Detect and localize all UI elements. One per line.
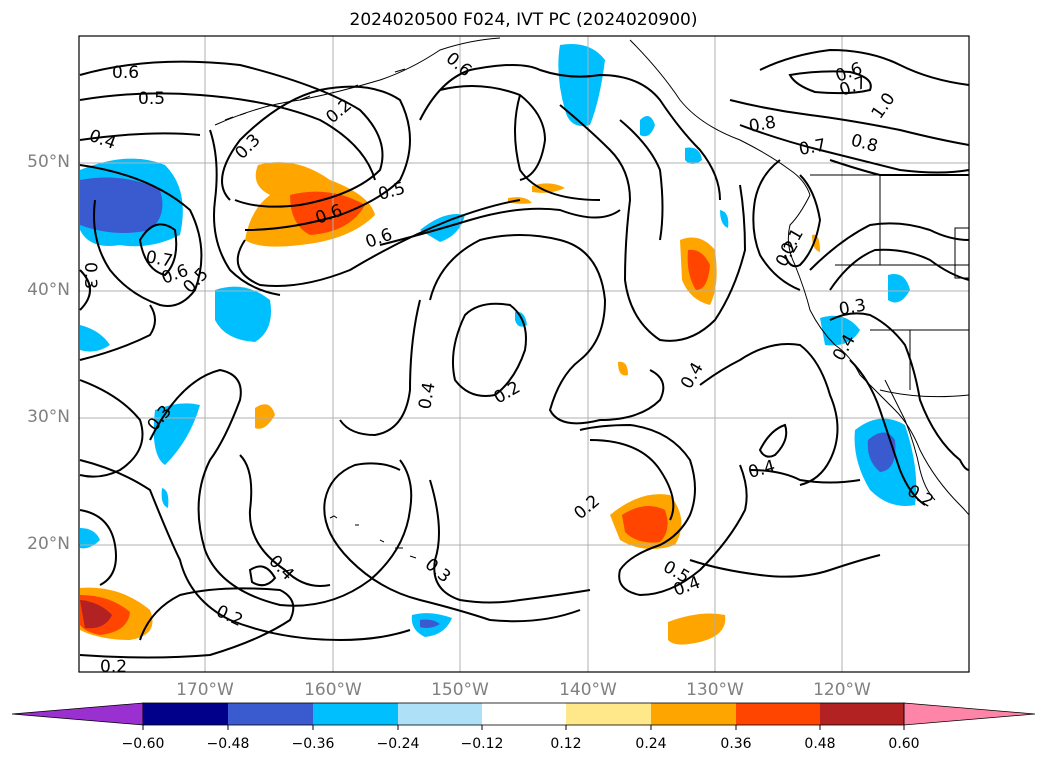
colorbar-bin: [313, 703, 398, 725]
contour-label: 0.3: [80, 262, 100, 289]
aleutians: [224, 68, 406, 121]
neg-anomaly-bc2: [685, 147, 702, 164]
colorbar-bin: [736, 703, 820, 725]
bc-coast: [787, 194, 861, 376]
contour-label: 0.5: [138, 89, 165, 109]
lat-label-20n: 20°N: [27, 534, 70, 554]
colorbar-tick-label: 0.24: [635, 736, 667, 752]
contour-label: 0.3: [231, 130, 264, 163]
colorbar-tick-label: 0.60: [888, 736, 920, 752]
gridlines: [79, 36, 969, 672]
contour-label: 0.4: [86, 126, 118, 154]
colorbar-bin: [398, 703, 482, 725]
alaska-panhandle: [629, 39, 811, 196]
lon-label-160w: 160°W: [304, 680, 362, 700]
colorbar-bin: [566, 703, 651, 725]
colorbar: [11, 702, 1036, 730]
colorbar-tick-label: 0.12: [550, 736, 582, 752]
lon-label-170w: 170°W: [176, 680, 234, 700]
neg-anomaly-bc: [640, 116, 655, 137]
colorbar-tick-label: −0.24: [376, 736, 420, 752]
lon-label-150w: 150°W: [431, 680, 489, 700]
contour-label: 0.7: [797, 136, 827, 160]
colorbar-tick-label: −0.48: [206, 736, 250, 752]
colorbar-frame: [142, 702, 905, 726]
contour-label: 0.2: [491, 377, 524, 408]
pos-anomaly-mid: [255, 404, 275, 429]
colorbar-tick-label: −0.12: [460, 736, 504, 752]
neg-anomaly-nv: [888, 274, 910, 303]
contour-label: 0.5: [376, 179, 407, 205]
map-frame: [78, 35, 970, 673]
contours: [79, 48, 970, 659]
state-border-5: [954, 227, 970, 279]
colorbar-tick-label: −0.60: [121, 736, 165, 752]
shaded-anomalies: [80, 44, 917, 645]
neg-anomaly-west-core: [80, 177, 163, 234]
pos-anomaly-small1: [532, 183, 565, 193]
lat-label-30n: 30°N: [27, 407, 70, 427]
neg-anomaly-ca: [820, 315, 860, 346]
pos-anomaly-small4: [618, 361, 628, 376]
contour-label: 0.3: [837, 296, 867, 320]
pos-anomaly-sw-core2: [80, 600, 112, 629]
colorbar-bin: [482, 703, 566, 725]
lat-label-50n: 50°N: [27, 152, 70, 172]
contour-label: 0.8: [747, 113, 777, 137]
colorbar-tick-label: 0.48: [804, 736, 836, 752]
colorbar-bin: [143, 703, 228, 725]
neg-anomaly-south-core: [420, 619, 440, 628]
pos-anomaly-s: [668, 613, 726, 645]
contour-label: 0.4: [415, 381, 439, 411]
contour-label: 0.4: [677, 359, 708, 392]
neg-anomaly-small2: [161, 488, 169, 508]
baja: [884, 379, 936, 501]
contour-label: 1.0: [868, 89, 900, 123]
lon-label-140w: 140°W: [559, 680, 617, 700]
colorbar-tick-label: 0.36: [720, 736, 752, 752]
hawaii-islands: [329, 515, 417, 559]
contour-label: 0.6: [442, 49, 476, 82]
contour-label: 0.3: [421, 555, 455, 588]
pos-anomaly-small3: [812, 234, 820, 252]
contour-label: 0.2: [213, 601, 246, 631]
map-title: 2024020500 F024, IVT PC (2024020900): [349, 10, 698, 30]
contour-label: 0.8: [849, 131, 880, 157]
contour-label: 0.7: [144, 247, 174, 271]
us-mexico-coast: [859, 374, 970, 516]
neg-anomaly-w-edge: [80, 325, 110, 352]
contour-label: 0.2: [322, 95, 356, 128]
colorbar-low-extend: [11, 702, 144, 726]
neg-anomaly-sw: [153, 403, 200, 465]
neg-anomaly-180: [215, 286, 271, 342]
lon-label-120w: 120°W: [813, 680, 871, 700]
neg-anomaly-w-edge2: [80, 528, 100, 549]
contour-label: 0.2: [570, 491, 604, 524]
pos-anomaly-hawaii-ne-core: [622, 506, 668, 543]
contour-labels: 0.6 0.5 0.4 0.3 0.2 0.5 0.6 0.6 0.6 0.7 …: [80, 49, 937, 677]
mexico-border: [879, 389, 970, 398]
colorbar-bin: [228, 703, 313, 725]
pos-anomaly-oregon-core: [687, 249, 710, 290]
contour-label: 0.2: [100, 657, 127, 677]
lon-label-130w: 130°W: [686, 680, 744, 700]
colorbar-bin: [651, 703, 736, 725]
neg-anomaly-gulf: [558, 44, 605, 126]
colorbar-tick-label: −0.36: [291, 736, 335, 752]
neg-anomaly-baja-core: [867, 432, 896, 472]
contour-label: 0.4: [746, 457, 777, 483]
colorbar-bin: [820, 703, 904, 725]
neg-anomaly-small3: [720, 210, 729, 228]
colorbar-high-extend: [903, 702, 1036, 726]
contour-label: 0.6: [112, 63, 139, 83]
lat-label-40n: 40°N: [27, 280, 70, 300]
